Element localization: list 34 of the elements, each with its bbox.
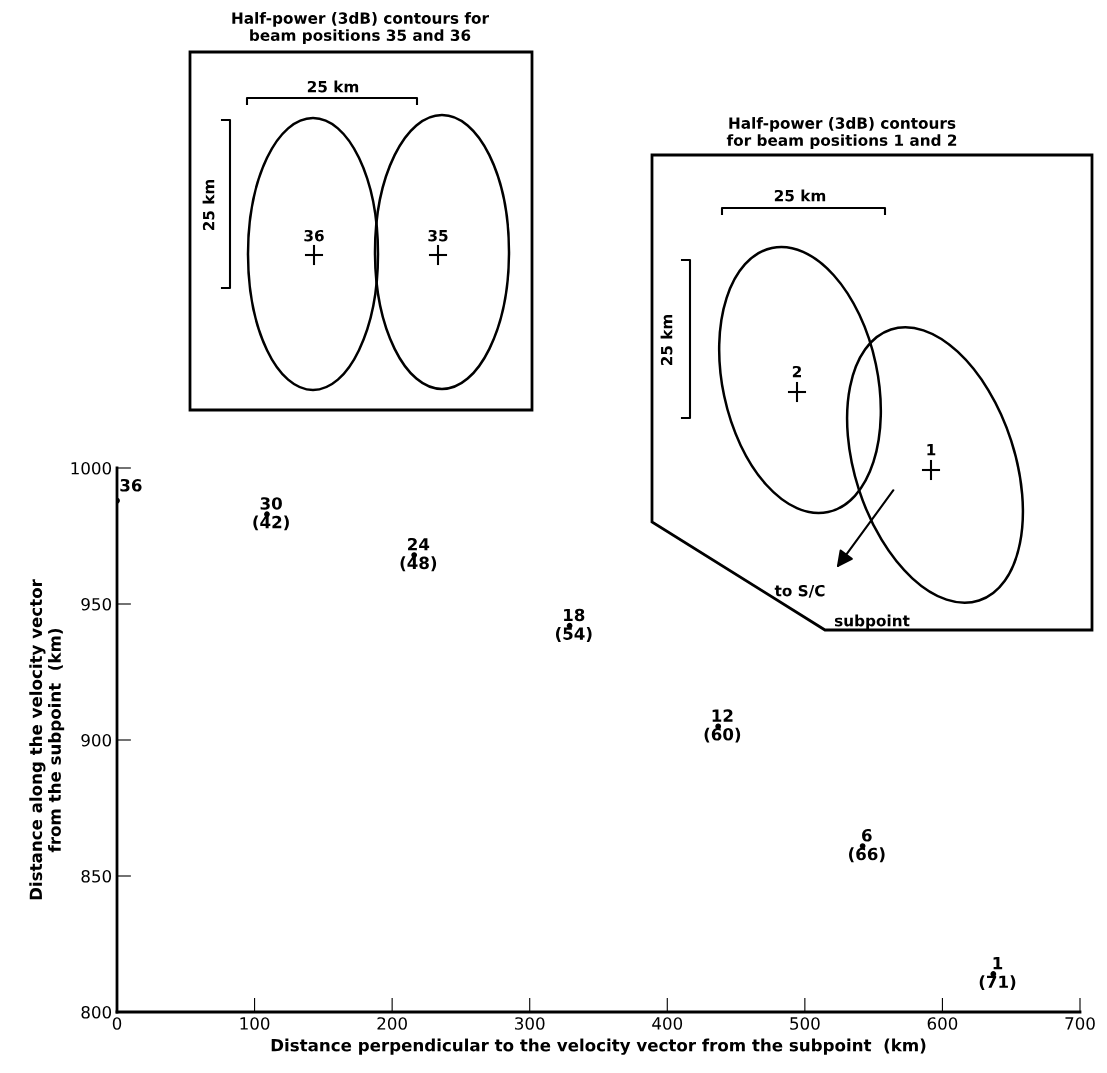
text: 36 xyxy=(304,229,324,242)
annotation: 36 xyxy=(120,478,142,492)
x-tick-label: 400 xyxy=(652,1017,683,1030)
y-tick-label: 1000 xyxy=(71,461,112,475)
annotation: 30 (42) xyxy=(253,497,289,531)
x-tick-label: 600 xyxy=(927,1017,958,1030)
x-tick-label: 500 xyxy=(790,1017,820,1030)
annotation: subpoint xyxy=(834,614,910,630)
text: 2 xyxy=(792,365,801,378)
text: 25 km xyxy=(660,314,673,366)
annotation: 1 (71) xyxy=(979,957,1016,991)
x-tick-label: 300 xyxy=(515,1017,545,1030)
annotation: 18 (54) xyxy=(556,608,592,642)
x-tick-label: 200 xyxy=(377,1017,407,1030)
y-tick-label: 800 xyxy=(81,1005,112,1019)
y-tick-label: 850 xyxy=(81,869,112,883)
y-axis-title: Distance along the velocity vector from the subpoint (km) xyxy=(29,579,65,900)
annotation: 12 (60) xyxy=(704,709,741,743)
x-axis-title: Distance perpendicular to the velocity vector from the subpoint (km) xyxy=(271,1038,926,1055)
annotation: to S/C xyxy=(774,584,825,598)
annotation: 6 (66) xyxy=(849,828,885,863)
y-tick-label: 950 xyxy=(81,597,112,611)
annotation: 24 (48) xyxy=(400,537,437,572)
text: 25 km xyxy=(774,189,826,202)
text: Half-power (3dB) contours for beam positions 35 and 36 xyxy=(232,12,489,44)
text: 35 xyxy=(428,229,448,242)
x-tick-label: 0 xyxy=(112,1017,122,1030)
x-tick-label: 700 xyxy=(1065,1017,1095,1030)
text: Half-power (3dB) contours for beam positions 1 and 2 xyxy=(726,117,957,149)
text: 25 km xyxy=(202,179,215,231)
text: 25 km xyxy=(307,80,359,93)
x-tick-label: 100 xyxy=(240,1017,270,1030)
y-tick-label: 900 xyxy=(81,733,112,747)
text: 1 xyxy=(927,444,936,456)
